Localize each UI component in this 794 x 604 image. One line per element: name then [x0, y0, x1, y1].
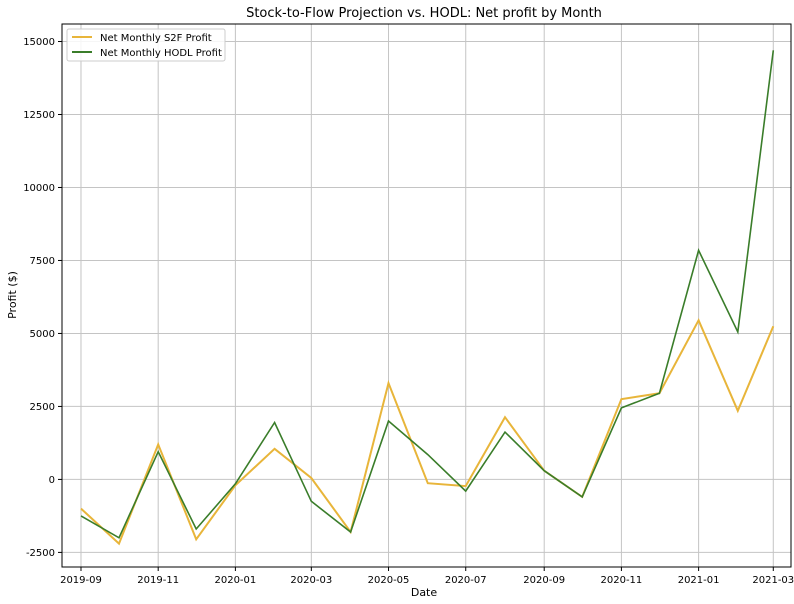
plot-frame: [61, 23, 792, 568]
x-tick-label: 2020-01: [214, 575, 256, 586]
y-tick-label: 0: [49, 475, 55, 486]
x-tick-label: 2020-09: [523, 575, 565, 586]
y-tick-label: 2500: [30, 402, 55, 413]
y-tick-label: 10000: [23, 183, 55, 194]
x-tick-label: 2020-11: [601, 575, 643, 586]
grid: [62, 24, 791, 567]
x-tick-label: 2020-07: [445, 575, 487, 586]
y-axis: -2500 0 2500 5000 7500 10000 12500 15000: [23, 37, 62, 559]
x-axis: 2019-09 2019-11 2020-01 2020-03 2020-05 2020-…: [60, 567, 794, 586]
legend: Net Monthly S2F Profit Net Monthly HODL …: [66, 28, 226, 62]
legend-box: [66, 28, 226, 62]
y-tick-label: 15000: [23, 37, 55, 48]
y-axis-label: Profit ($): [6, 271, 19, 319]
x-tick-label: 2020-03: [290, 575, 332, 586]
x-tick-label: 2019-09: [60, 575, 102, 586]
series-line-1: [80, 50, 775, 539]
y-tick-label: 5000: [30, 329, 55, 340]
x-axis-label: Date: [411, 586, 438, 599]
legend-label-s2f: Net Monthly S2F Profit: [100, 33, 212, 44]
chart-title: Stock-to-Flow Projection vs. HODL: Net p…: [246, 6, 602, 21]
x-tick-label: 2020-05: [368, 575, 410, 586]
x-tick-label: 2019-11: [137, 575, 179, 586]
y-tick-label: -2500: [26, 548, 55, 559]
y-tick-label: 12500: [23, 110, 55, 121]
series-layer: [80, 50, 775, 546]
x-tick-label: 2021-01: [678, 575, 720, 586]
legend-label-hodl: Net Monthly HODL Profit: [100, 48, 222, 59]
y-tick-label: 7500: [30, 256, 55, 267]
x-tick-label: 2021-03: [752, 575, 794, 586]
